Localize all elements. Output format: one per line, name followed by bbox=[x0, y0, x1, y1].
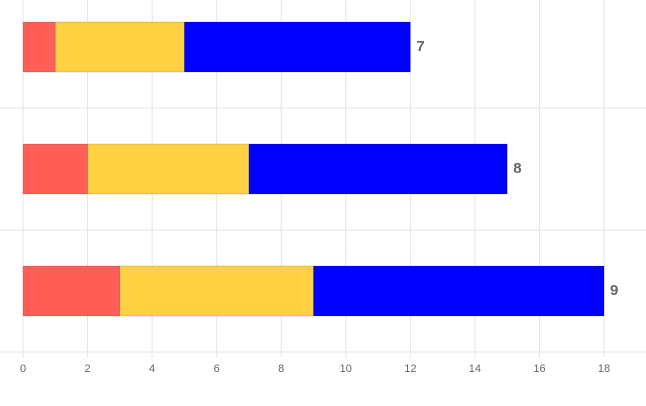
bar-segment bbox=[22, 143, 88, 195]
x-tick-label: 6 bbox=[214, 363, 220, 375]
bar-segment bbox=[87, 143, 250, 195]
data-label: 9 bbox=[610, 282, 618, 299]
x-tick-label: 2 bbox=[84, 363, 90, 375]
x-tick-label: 14 bbox=[469, 363, 481, 375]
x-tick-label: 18 bbox=[598, 363, 610, 375]
x-tick-label: 8 bbox=[278, 363, 284, 375]
bar-segment bbox=[55, 21, 185, 73]
data-label: 8 bbox=[513, 160, 521, 177]
x-tick-label: 12 bbox=[404, 363, 416, 375]
bar-segment bbox=[248, 143, 508, 195]
bar-segment bbox=[184, 21, 411, 73]
x-tick-label: 10 bbox=[340, 363, 352, 375]
bar-segment bbox=[313, 265, 605, 317]
data-label: 7 bbox=[416, 38, 424, 55]
bar-segment bbox=[22, 21, 56, 73]
bar-segment bbox=[22, 265, 121, 317]
x-tick-label: 4 bbox=[149, 363, 155, 375]
x-tick-label: 16 bbox=[533, 363, 545, 375]
bar-segment bbox=[119, 265, 314, 317]
x-tick-label: 0 bbox=[20, 363, 26, 375]
